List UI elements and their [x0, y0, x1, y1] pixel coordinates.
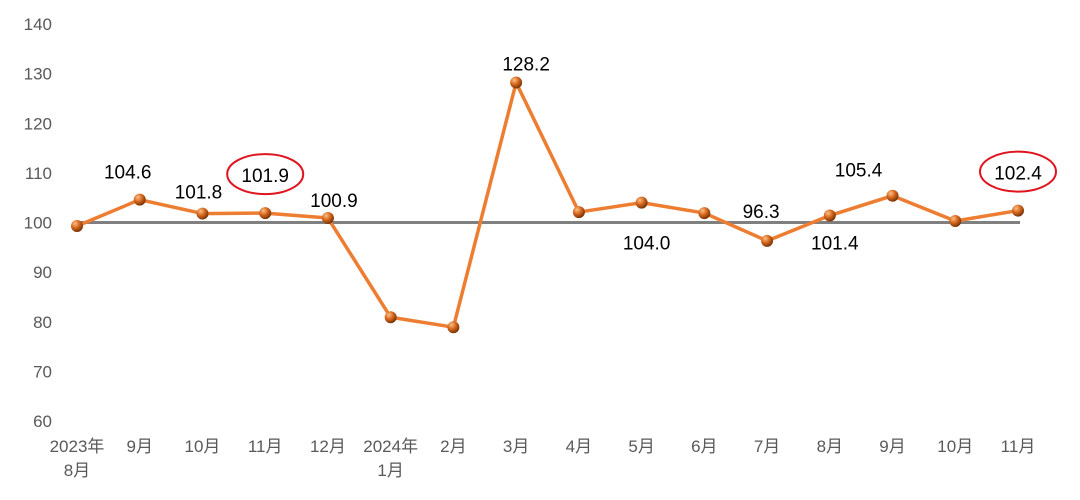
y-tick-label: 60: [33, 412, 52, 431]
data-point: [949, 215, 962, 228]
highlight-circle: [979, 150, 1057, 193]
data-label: 105.4: [835, 161, 883, 182]
data-label: 101.4: [811, 234, 859, 255]
data-point: [447, 321, 460, 334]
data-point: [384, 311, 397, 324]
data-label: 101.8: [175, 183, 223, 204]
data-point: [823, 209, 836, 222]
x-tick-label: 11月: [1001, 437, 1036, 456]
data-label: 104.6: [104, 163, 152, 184]
x-tick-label: 8月: [817, 437, 843, 456]
series-line: [76, 80, 1019, 329]
x-tick-label: 1月: [377, 461, 403, 480]
data-label: 128.2: [502, 55, 550, 76]
y-tick-label: 130: [24, 65, 52, 84]
data-point: [886, 189, 899, 202]
y-tick-label: 90: [33, 263, 52, 282]
x-tick-label: 2023年: [50, 437, 105, 456]
data-label: 102.4: [994, 164, 1042, 185]
data-label: 100.9: [310, 191, 358, 212]
x-tick-label: 11月: [248, 437, 283, 456]
data-label: 96.3: [743, 202, 780, 223]
data-point: [635, 196, 648, 209]
x-tick-label: 7月: [754, 437, 780, 456]
x-tick-label: 12月: [310, 437, 346, 456]
x-tick-label: 9月: [126, 437, 152, 456]
data-point: [1012, 204, 1024, 217]
y-tick-label: 80: [33, 313, 52, 332]
y-tick-label: 70: [33, 362, 52, 381]
x-tick-label: 10月: [185, 437, 221, 456]
y-tick-label: 110: [25, 164, 52, 183]
data-point: [510, 76, 523, 89]
data-point: [698, 207, 711, 220]
y-tick-label: 100: [24, 214, 52, 233]
x-tick-label: 5月: [628, 437, 654, 456]
data-point: [196, 207, 209, 220]
data-point: [572, 206, 585, 219]
data-label: 101.9: [241, 166, 289, 187]
y-tick-label: 120: [24, 114, 52, 133]
x-tick-label: 2月: [440, 437, 466, 456]
x-tick-label: 2024年: [363, 437, 418, 456]
data-point: [321, 212, 334, 225]
data-label: 104.0: [623, 234, 671, 255]
data-point: [761, 234, 774, 247]
x-tick-label: 3月: [503, 437, 529, 456]
data-point: [71, 219, 83, 232]
data-point: [133, 193, 146, 206]
y-tick-label: 140: [24, 15, 52, 34]
highlight-circle: [226, 153, 305, 196]
x-tick-label: 9月: [879, 437, 905, 456]
x-tick-label: 10月: [937, 437, 973, 456]
data-point: [259, 207, 272, 220]
x-tick-label: 8月: [64, 461, 90, 480]
x-tick-label: 6月: [691, 437, 717, 456]
x-tick-label: 4月: [566, 437, 592, 456]
